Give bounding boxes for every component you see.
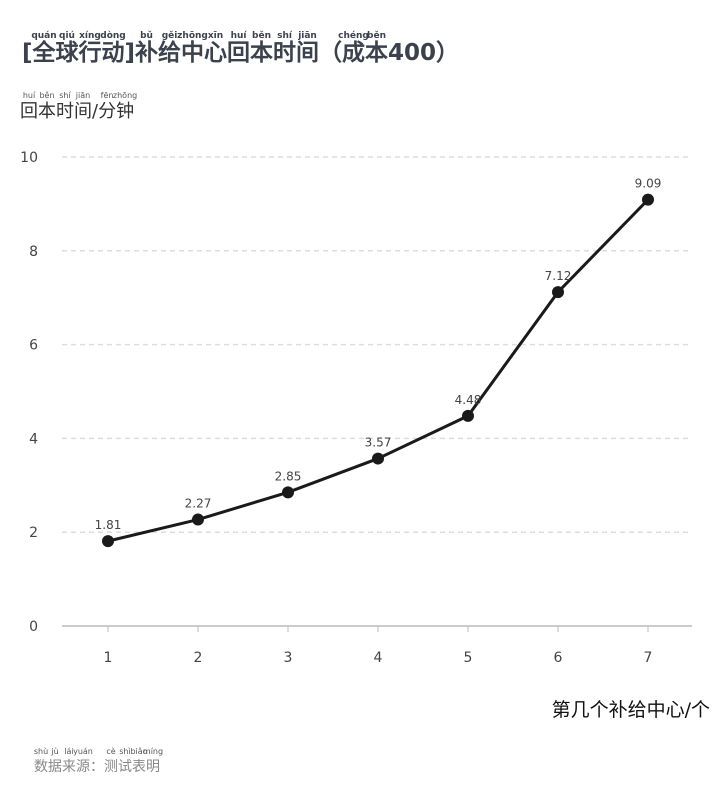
pinyin: biǎo (130, 747, 147, 756)
pinyin: míng (143, 747, 163, 756)
pinyin: huí (231, 31, 248, 41)
pinyin: gěi (162, 30, 178, 41)
pinyin: qiú (59, 31, 75, 41)
y-tick-label: 4 (29, 431, 38, 447)
x-tick-label: 7 (644, 650, 653, 666)
y-tick-label: 2 (29, 525, 38, 541)
pinyin: zhōng (177, 31, 208, 41)
pinyin: xīn (208, 31, 223, 41)
pinyin: shí (59, 91, 71, 100)
x-tick-label: 1 (104, 650, 113, 666)
pinyin: zhōng (113, 91, 137, 100)
pinyin: huí (23, 91, 36, 100)
pinyin: jiān (297, 31, 317, 41)
x-axis-label: 第几个补给中心/个 (552, 699, 710, 721)
value-label: 2.85 (275, 469, 302, 483)
y-tick-label: 8 (29, 244, 38, 260)
y-tick-label: 6 (29, 338, 38, 354)
x-tick-label: 3 (284, 650, 293, 666)
point (642, 193, 654, 206)
value-label: 9.09 (635, 177, 662, 191)
point (102, 535, 114, 548)
value-label: 4.48 (455, 393, 482, 407)
point (552, 286, 564, 299)
pinyin: shí (277, 31, 293, 41)
pinyin: dòng (100, 30, 125, 41)
pinyin: quán (31, 31, 56, 41)
point (462, 409, 474, 422)
source-note: 数据来源：测试表明 (34, 759, 160, 775)
pinyin: fēn (101, 91, 114, 100)
pinyin: jù (50, 747, 58, 756)
pinyin: xíng (79, 31, 101, 41)
y-axis-label: 回本时间/分钟 (20, 101, 134, 122)
pinyin: běn (252, 30, 271, 41)
x-tick-label: 5 (464, 650, 473, 666)
value-label: 2.27 (185, 497, 212, 511)
point (372, 452, 384, 465)
pinyin: cè (106, 746, 115, 756)
pinyin: yuán (73, 747, 93, 756)
pinyin: běn (367, 30, 386, 41)
pinyin: chéng (338, 30, 369, 41)
chart-title: [全球行动]补给中心回本时间（成本400） (22, 39, 459, 66)
x-tick-label: 2 (194, 650, 203, 666)
pinyin: bǔ (140, 31, 153, 41)
y-tick-label: 0 (29, 619, 38, 635)
point (282, 486, 294, 499)
pinyin: shù (34, 747, 48, 756)
x-tick-label: 6 (554, 650, 563, 666)
pinyin: lái (64, 747, 73, 756)
pinyin: jiān (75, 91, 90, 100)
point (192, 513, 204, 526)
value-label: 3.57 (365, 436, 392, 450)
value-label: 7.12 (545, 269, 572, 283)
pinyin: shì (119, 747, 130, 756)
value-label: 1.81 (95, 518, 122, 532)
x-tick-label: 4 (374, 650, 383, 666)
y-tick-label: 10 (20, 150, 38, 166)
pinyin: běn (39, 91, 54, 100)
